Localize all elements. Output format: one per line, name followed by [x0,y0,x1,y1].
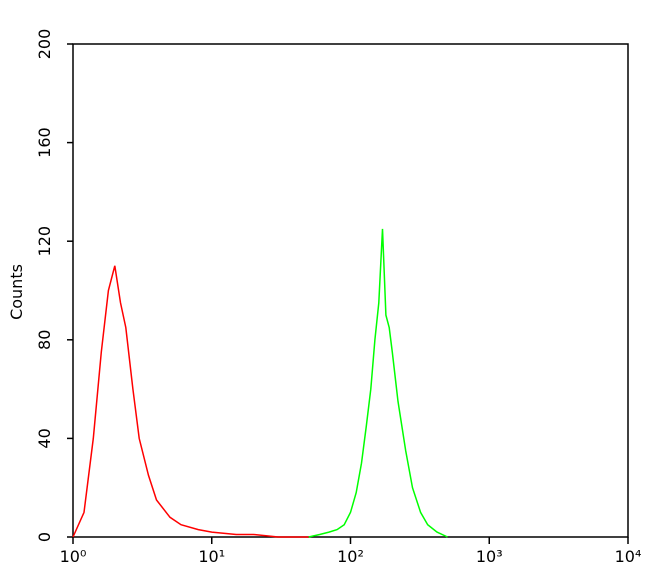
y-tick-label: 40 [35,428,54,448]
series-line [308,228,448,538]
y-tick-label: 160 [35,127,54,158]
y-tick-label: 0 [35,532,54,542]
plot-frame [72,43,629,538]
series-line [72,265,309,538]
y-tick-label: 200 [35,29,54,60]
y-axis-label: Counts [7,264,26,320]
x-tick-label: 10⁰ [60,547,87,566]
x-tick-label: 10¹ [198,547,225,566]
x-tick-label: 10³ [476,547,503,566]
y-tick-label: 80 [35,330,54,350]
y-tick-label: 120 [35,226,54,257]
x-tick-label: 10⁴ [615,547,642,566]
x-tick-label: 10² [337,547,364,566]
